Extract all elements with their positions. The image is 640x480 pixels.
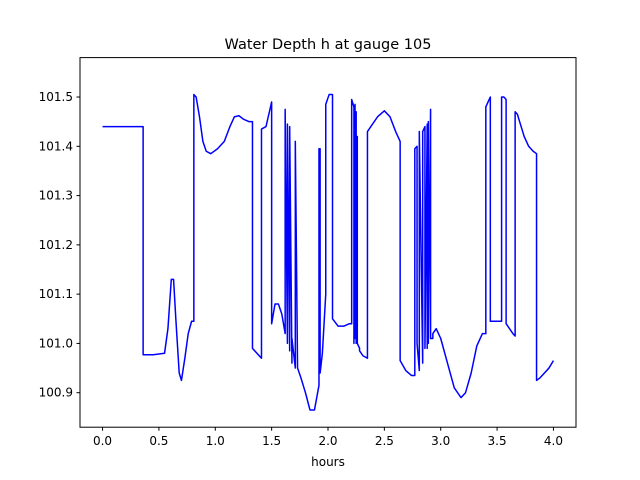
x-tick-label: 1.5 bbox=[262, 434, 281, 448]
x-tick-label: 0.5 bbox=[149, 434, 168, 448]
y-tick-label: 101.0 bbox=[39, 336, 73, 350]
y-tick-label: 101.5 bbox=[39, 90, 73, 104]
x-axis-label: hours bbox=[311, 455, 345, 469]
x-tick-label: 1.0 bbox=[206, 434, 225, 448]
y-tick-label: 101.3 bbox=[39, 189, 73, 203]
plot-frame bbox=[79, 57, 577, 428]
y-tick-label: 101.1 bbox=[39, 287, 73, 301]
y-axis-ticks: 100.9 101.0 101.1 101.2 101.3 101.4 101.5 bbox=[39, 90, 80, 400]
x-tick-label: 4.0 bbox=[544, 434, 563, 448]
y-tick-label: 100.9 bbox=[39, 386, 73, 400]
plot-area bbox=[102, 93, 555, 411]
chart-title: Water Depth h at gauge 105 bbox=[225, 37, 432, 53]
series-line-0 bbox=[102, 93, 555, 411]
y-tick-label: 101.4 bbox=[39, 139, 73, 153]
y-tick-label: 101.2 bbox=[39, 238, 73, 252]
x-tick-label: 0.0 bbox=[93, 434, 112, 448]
x-tick-label: 2.0 bbox=[318, 434, 337, 448]
x-tick-label: 3.5 bbox=[488, 434, 507, 448]
x-tick-label: 3.0 bbox=[431, 434, 450, 448]
x-tick-label: 2.5 bbox=[375, 434, 394, 448]
x-axis-ticks: 0.0 0.5 1.0 1.5 2.0 2.5 3.0 3.5 4.0 bbox=[93, 427, 563, 448]
